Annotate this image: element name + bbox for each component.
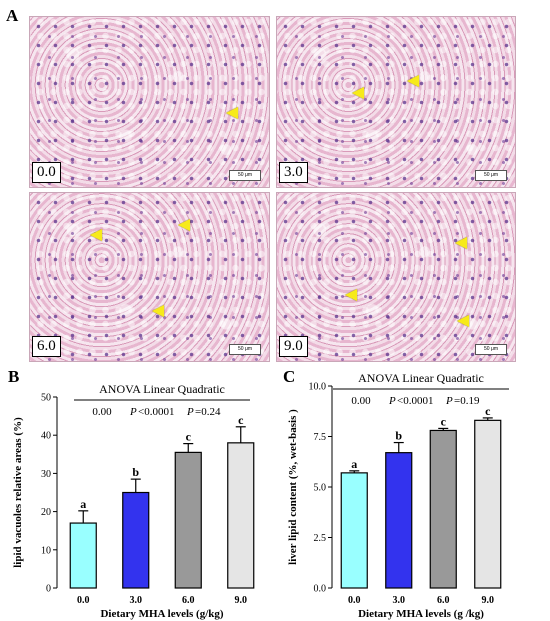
stat-linear-value: <0.0001 bbox=[397, 395, 433, 407]
micrograph-label: 0.0 bbox=[32, 162, 61, 183]
bar bbox=[227, 442, 255, 589]
y-tick-label: 2.5 bbox=[314, 533, 327, 544]
y-tick-label: 40 bbox=[41, 431, 51, 442]
stat-linear-value: <0.0001 bbox=[138, 406, 174, 418]
lipid-arrow-icon bbox=[457, 315, 469, 327]
lipid-arrow-icon bbox=[345, 289, 357, 301]
x-tick-label: 0.0 bbox=[348, 595, 361, 606]
bar-charts: B 0 10 20 30 40 50 lipid vacuoles relative area… bbox=[8, 369, 509, 620]
lipid-arrow-icon bbox=[455, 237, 467, 249]
x-tick-label: 3.0 bbox=[393, 595, 406, 606]
micrograph-label: 6.0 bbox=[32, 336, 61, 357]
stat-quadratic-value: =0.19 bbox=[454, 395, 480, 407]
micrograph-label: 3.0 bbox=[279, 162, 308, 183]
significance-letter: a bbox=[351, 457, 357, 471]
x-tick-label: 9.0 bbox=[482, 595, 495, 606]
panel-a-letter: A bbox=[6, 6, 19, 25]
lipid-arrow-icon bbox=[178, 219, 190, 231]
lipid-arrow-icon bbox=[226, 107, 238, 119]
x-tick-label: 0.0 bbox=[77, 595, 90, 606]
bar bbox=[340, 472, 368, 589]
x-tick-label: 3.0 bbox=[130, 595, 143, 606]
scale-bar: 50 μm bbox=[475, 344, 507, 355]
y-tick-label: 30 bbox=[41, 469, 51, 480]
stat-linear-p: P bbox=[388, 395, 396, 407]
y-axis-label: lipid vacuoles relative areas (%) bbox=[12, 417, 24, 568]
micrograph-label: 9.0 bbox=[279, 336, 308, 357]
lipid-arrow-icon bbox=[352, 87, 364, 99]
significance-letter: b bbox=[395, 429, 402, 443]
x-tick-label: 9.0 bbox=[235, 595, 248, 606]
x-axis-label: Dietary MHA levels (g/kg) bbox=[100, 608, 223, 620]
y-tick-label: 20 bbox=[41, 507, 51, 518]
stat-linear-p: P bbox=[129, 406, 137, 418]
y-tick-label: 50 bbox=[41, 393, 51, 404]
panel-letter: B bbox=[8, 369, 19, 386]
bar bbox=[385, 452, 413, 589]
bar bbox=[69, 522, 97, 589]
bar bbox=[429, 429, 457, 589]
panel-letter: C bbox=[283, 369, 295, 386]
scale-bar: 50 μm bbox=[229, 344, 261, 355]
stat-anova: 0.00 bbox=[351, 395, 371, 407]
y-tick-label: 10.0 bbox=[309, 382, 327, 393]
lipid-arrow-icon bbox=[407, 75, 419, 87]
significance-letter: b bbox=[132, 465, 139, 479]
micrograph-3: 3.0 50 μm bbox=[276, 16, 516, 188]
significance-letter: c bbox=[238, 413, 244, 427]
micrograph-9: 9.0 50 μm bbox=[276, 192, 516, 362]
x-tick-label: 6.0 bbox=[182, 595, 195, 606]
significance-letter: c bbox=[485, 404, 491, 418]
stat-quadratic-p: P bbox=[445, 395, 453, 407]
y-tick-label: 10 bbox=[41, 545, 51, 556]
stat-quadratic-value: =0.24 bbox=[195, 406, 221, 418]
stat-anova: 0.00 bbox=[92, 406, 112, 418]
y-tick-label: 0.0 bbox=[314, 584, 327, 595]
y-axis-label: liver lipid content (%, wet-basis ) bbox=[287, 409, 299, 565]
y-tick-label: 5.0 bbox=[314, 483, 327, 494]
scale-bar: 50 μm bbox=[475, 170, 507, 181]
stats-header: ANOVA Linear Quadratic bbox=[99, 382, 225, 396]
bar bbox=[122, 491, 150, 589]
bar bbox=[474, 419, 502, 589]
significance-letter: c bbox=[186, 430, 192, 444]
micrograph-6: 6.0 50 μm bbox=[29, 192, 270, 362]
stat-quadratic-p: P bbox=[186, 406, 194, 418]
significance-letter: c bbox=[441, 414, 447, 428]
bar bbox=[174, 451, 202, 589]
x-tick-label: 6.0 bbox=[437, 595, 450, 606]
x-axis-label: Dietary MHA levels (g /kg) bbox=[358, 608, 484, 620]
y-tick-label: 0 bbox=[46, 584, 51, 595]
micrograph-0: 0.0 50 μm bbox=[29, 16, 270, 188]
significance-letter: a bbox=[80, 497, 86, 511]
lipid-arrow-icon bbox=[152, 305, 164, 317]
stats-header: ANOVA Linear Quadratic bbox=[358, 371, 484, 385]
lipid-arrow-icon bbox=[90, 229, 102, 241]
scale-bar: 50 μm bbox=[229, 170, 261, 181]
y-tick-label: 7.5 bbox=[314, 432, 327, 443]
